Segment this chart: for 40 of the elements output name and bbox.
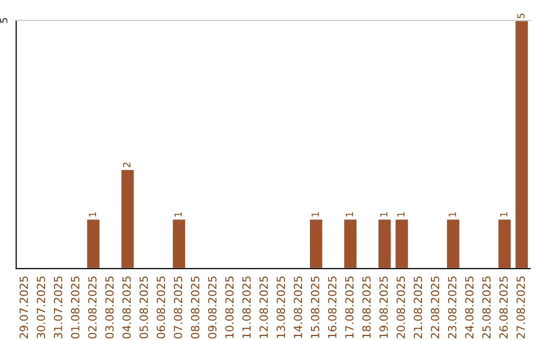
data-label: 1 — [448, 212, 456, 217]
data-label: 5 — [517, 14, 525, 18]
x-tick-label: 31.07.2025 — [54, 276, 62, 338]
x-tick-label: 15.08.2025 — [310, 276, 320, 338]
x-tick-label: 29.07.2025 — [20, 276, 28, 338]
data-label: 1 — [500, 212, 508, 217]
x-tick-label: 17.08.2025 — [345, 276, 354, 338]
x-tick-label: 01.08.2025 — [70, 276, 80, 338]
data-label: 2 — [123, 162, 130, 168]
data-label: 1 — [174, 212, 182, 217]
x-tick-label: 22.08.2025 — [430, 276, 440, 338]
x-tick-label: 20.08.2025 — [396, 276, 405, 338]
x-tick-label: 07.08.2025 — [174, 276, 182, 338]
x-tick-label: 06.08.2025 — [156, 276, 166, 338]
x-tick-label: 25.08.2025 — [482, 276, 491, 338]
data-label: 1 — [397, 212, 404, 217]
data-label: 1 — [312, 212, 319, 217]
x-tick-label: 27.08.2025 — [516, 276, 525, 338]
x-tick-label: 30.07.2025 — [36, 276, 46, 338]
x-tick-label: 26.08.2025 — [499, 276, 508, 338]
x-tick-label: 11.08.2025 — [242, 276, 251, 338]
x-tick-label: 05.08.2025 — [140, 276, 148, 338]
x-tick-label: 19.08.2025 — [379, 276, 388, 338]
x-tick-label: 09.08.2025 — [208, 276, 216, 338]
data-label: 1 — [380, 212, 388, 217]
x-tick-label: 12.08.2025 — [259, 276, 268, 338]
x-tick-label: 10.08.2025 — [225, 276, 234, 338]
x-tick-label: 02.08.2025 — [88, 276, 97, 338]
data-label: 1 — [346, 212, 354, 217]
x-tick-label: 13.08.2025 — [276, 276, 286, 338]
x-tick-label: 03.08.2025 — [105, 276, 114, 338]
x-tick-label: 16.08.2025 — [328, 276, 336, 338]
data-label: 1 — [88, 212, 96, 217]
x-tick-label: 23.08.2025 — [448, 276, 456, 338]
x-tick-label: 21.08.2025 — [414, 276, 422, 338]
x-tick-label: 14.08.2025 — [294, 276, 302, 338]
x-tick-label: 04.08.2025 — [122, 276, 131, 338]
x-tick-label: 08.08.2025 — [190, 276, 200, 338]
x-tick-label: 24.08.2025 — [465, 276, 474, 338]
x-tick-label: 18.08.2025 — [362, 276, 371, 338]
